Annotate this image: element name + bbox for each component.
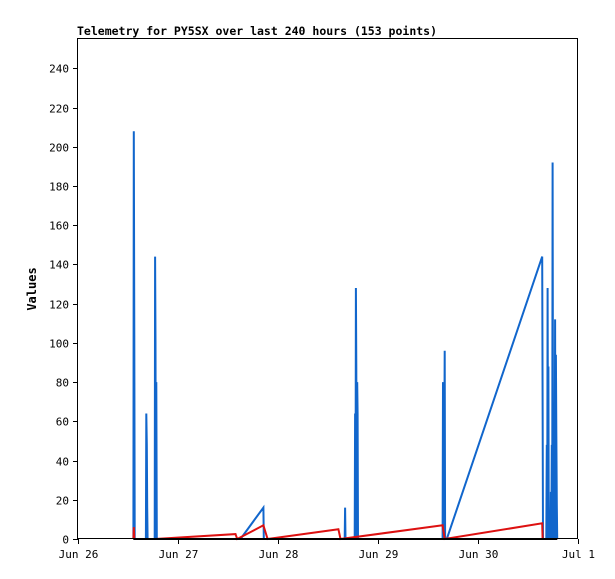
y-tick-label: 200 [49, 142, 69, 155]
y-tick-label: 140 [49, 259, 69, 272]
y-tick-label: 180 [49, 181, 69, 194]
y-tick-label: 120 [49, 299, 69, 312]
y-tick-label: 160 [49, 220, 69, 233]
y-tick-label: 0 [62, 534, 69, 547]
x-tick-layer: Jun 26 Jun 27 Jun 28 Jun 29 Jun 30 Jul 1 [59, 539, 595, 561]
y-axis-label: Values [25, 267, 39, 310]
x-tick-label: Jul 1 [562, 548, 595, 561]
y-tick-label: 60 [56, 416, 69, 429]
plot-frame [77, 38, 578, 539]
x-tick-label: Jun 26 [59, 548, 99, 561]
y-tick-label: 40 [56, 456, 69, 469]
y-tick-label: 20 [56, 495, 69, 508]
y-tick-label: 240 [49, 63, 69, 76]
x-tick-label: Jun 30 [459, 548, 499, 561]
x-tick-label: Jun 28 [259, 548, 299, 561]
chart-title: Telemetry for PY5SX over last 240 hours … [77, 24, 437, 38]
y-tick-label: 100 [49, 338, 69, 351]
x-tick-label: Jun 29 [359, 548, 399, 561]
y-tick-label: 220 [49, 103, 69, 116]
x-tick-label: Jun 27 [159, 548, 199, 561]
series-line-1 [132, 131, 559, 540]
y-tick-layer: 0 20 40 60 80 100 120 140 160 180 200 220 240 [49, 63, 78, 547]
y-tick-label: 80 [56, 377, 69, 390]
